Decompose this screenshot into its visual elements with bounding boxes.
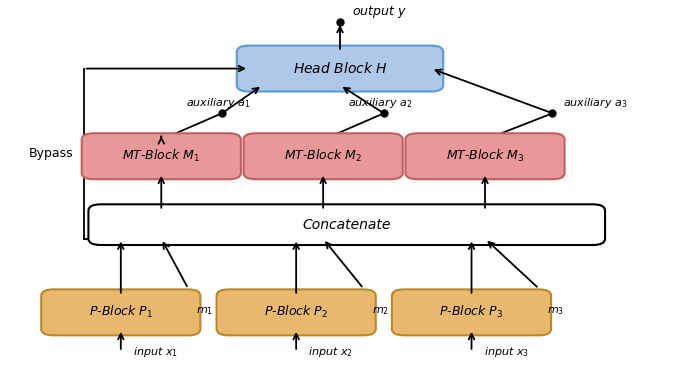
FancyBboxPatch shape [216,290,376,335]
FancyBboxPatch shape [82,133,241,179]
Text: auxiliary $a_3$: auxiliary $a_3$ [562,97,627,111]
FancyBboxPatch shape [41,290,201,335]
Text: output $y$: output $y$ [352,4,407,20]
Text: input $x_2$: input $x_2$ [308,345,353,359]
Text: auxiliary $a_1$: auxiliary $a_1$ [186,97,251,111]
Text: input $x_1$: input $x_1$ [133,345,178,359]
FancyBboxPatch shape [392,290,551,335]
Text: P-Block $P_1$: P-Block $P_1$ [89,304,153,320]
FancyBboxPatch shape [243,133,403,179]
FancyBboxPatch shape [237,46,443,92]
Text: $m_2$: $m_2$ [372,305,389,317]
Text: P-Block $P_3$: P-Block $P_3$ [439,304,504,320]
Text: Bypass: Bypass [29,147,73,160]
Text: auxiliary $a_2$: auxiliary $a_2$ [348,97,413,111]
Text: $m_3$: $m_3$ [547,305,564,317]
Text: Head Block $H$: Head Block $H$ [292,61,388,76]
Text: P-Block $P_2$: P-Block $P_2$ [264,304,328,320]
FancyBboxPatch shape [405,133,564,179]
Text: MT-Block $M_1$: MT-Block $M_1$ [122,148,201,164]
FancyBboxPatch shape [88,204,605,245]
Text: $m_1$: $m_1$ [197,305,214,317]
Text: Concatenate: Concatenate [303,218,391,232]
Text: MT-Block $M_2$: MT-Block $M_2$ [284,148,362,164]
Text: MT-Block $M_3$: MT-Block $M_3$ [446,148,524,164]
Text: input $x_3$: input $x_3$ [483,345,528,359]
